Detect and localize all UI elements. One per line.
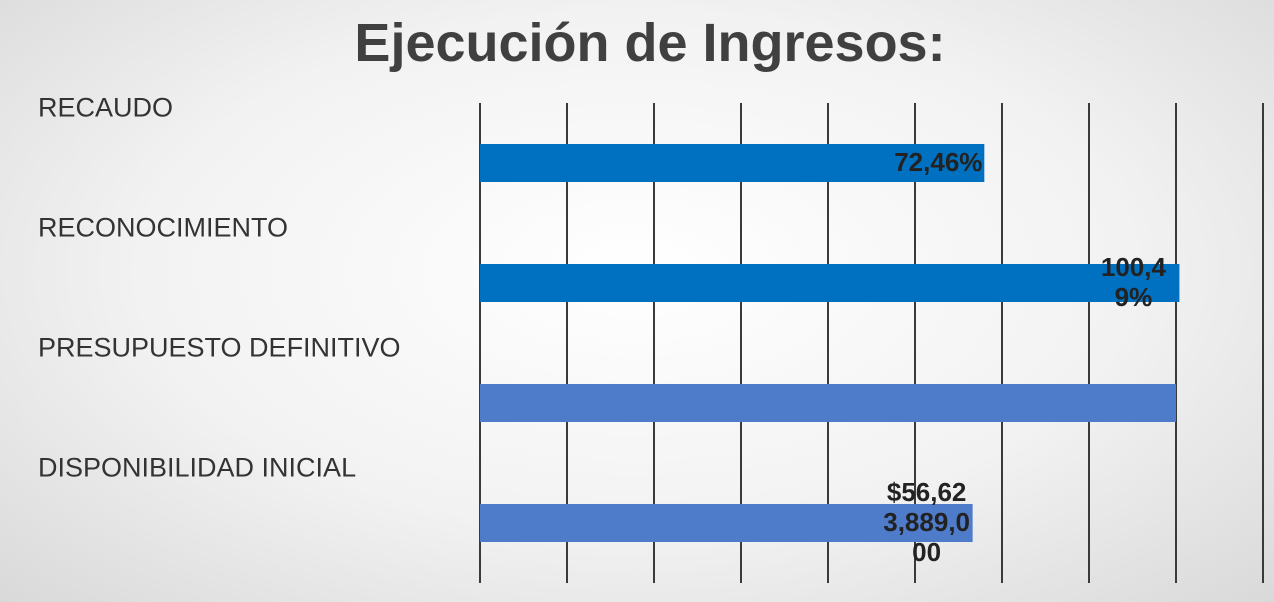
bar	[480, 384, 1176, 422]
category-label: RECAUDO	[38, 92, 174, 123]
category-label: DISPONIBILIDAD INICIAL	[38, 452, 357, 483]
bar	[480, 264, 1180, 302]
data-label: 72,46%	[894, 147, 983, 178]
bar	[480, 144, 985, 182]
data-label: 100,49%	[1100, 252, 1166, 312]
category-label: RECONOCIMIENTO	[38, 212, 289, 243]
bar	[480, 504, 973, 542]
category-label: PRESUPUESTO DEFINITIVO	[38, 332, 401, 363]
chart-title: Ejecución de Ingresos:	[354, 13, 946, 73]
data-label: $56,623,889,000	[883, 477, 970, 567]
